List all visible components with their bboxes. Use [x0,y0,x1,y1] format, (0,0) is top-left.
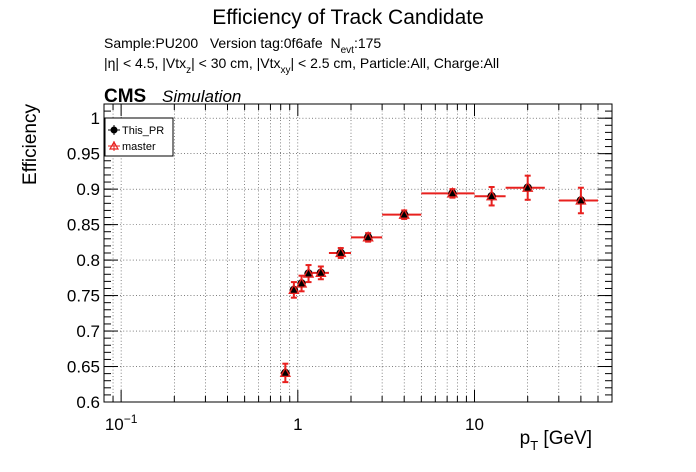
subtitle-line-2: |η| < 4.5, |Vtxz| < 30 cm, |Vtxxy| < 2.5… [104,55,499,76]
grid-lines [103,104,613,403]
legend-entry-master: master [108,140,156,153]
marker-master [446,187,459,198]
marker-master [279,366,292,378]
subtitle-line-2-part: xy [280,65,290,76]
data-point [421,187,475,199]
axis-ticks [103,103,613,403]
subtitle-line-2-part: z [186,65,191,76]
subtitle-line-2-part: | < 30 cm, |Vtx [191,55,280,71]
legend-marker-master [108,140,120,150]
legend-entry-this-pr: This_PR [108,125,164,137]
marker-master [362,231,374,242]
marker-master [575,194,587,205]
y-tick-label: 0.75 [67,287,100,306]
x-tick-label: 10 [465,415,484,434]
marker-master [295,277,308,288]
legend: This_PR master [104,117,174,157]
y-tick-label: 0.65 [67,358,100,377]
data-point [302,264,315,284]
marker-master [522,181,534,192]
y-tick-label: 0.7 [76,322,100,341]
marker-master [398,208,410,219]
axis-tick-labels: 10−1 1 100.60.650.70.750.80.850.90.951 [67,109,484,434]
x-axis-label: pT [GeV] [520,428,592,453]
subtitle-line-1-sub: evt [341,45,355,56]
data-point [295,274,308,293]
legend-label-this-pr: This_PR [122,125,164,137]
data-points [279,174,599,384]
legend-label-master: master [122,141,156,153]
subtitle-line-1: Sample:PU200 Version tag:0f6afe Nevt:175 [104,35,381,56]
cms-label: CMS [104,86,146,107]
subtitle-line-2-part: |η| < 4.5, |Vtx [104,55,186,71]
data-point [328,246,352,259]
x-tick-label-exponent: −1 [124,412,138,426]
marker-master [315,266,327,278]
legend-box [104,117,174,157]
data-point [311,265,329,281]
x-axis-label-end: [GeV] [538,428,592,449]
y-tick-label: 0.95 [67,145,100,164]
marker-master [485,189,498,201]
marker-master [335,246,347,258]
y-tick-label: 1 [91,109,100,128]
data-point [505,174,545,201]
subtitle-line-2-part: | < 2.5 cm, Particle:All, Charge:All [290,55,499,71]
subtitle-line-1-main: Sample:PU200 Version tag:0f6afe N [104,35,341,51]
x-tick-label-base: 1 [293,415,302,434]
x-tick-label: 1 [293,415,302,434]
x-tick-label: 10−1 [105,412,138,434]
data-point [288,281,300,299]
cms-simulation-label: Simulation [162,87,241,106]
chart-title: Efficiency of Track Candidate [212,6,484,29]
y-axis-label: Efficiency [20,104,41,185]
legend-marker-this-pr [110,126,118,134]
marker-master [288,283,300,295]
plot-frame [103,103,613,403]
x-tick-label-base: 10 [465,415,484,434]
x-axis-label-main: p [520,428,531,449]
y-tick-label: 0.9 [76,180,100,199]
x-tick-label-base: 10 [105,415,124,434]
data-point [351,231,383,243]
subtitle-line-1-end: :175 [354,35,381,51]
data-point [474,186,506,207]
data-point [382,208,422,220]
data-point [558,186,599,215]
x-axis-label-sub: T [530,438,538,453]
y-tick-label: 0.85 [67,216,100,235]
y-tick-label: 0.6 [76,393,100,412]
data-point [279,362,292,384]
y-tick-label: 0.8 [76,251,100,270]
marker-master [302,267,315,278]
